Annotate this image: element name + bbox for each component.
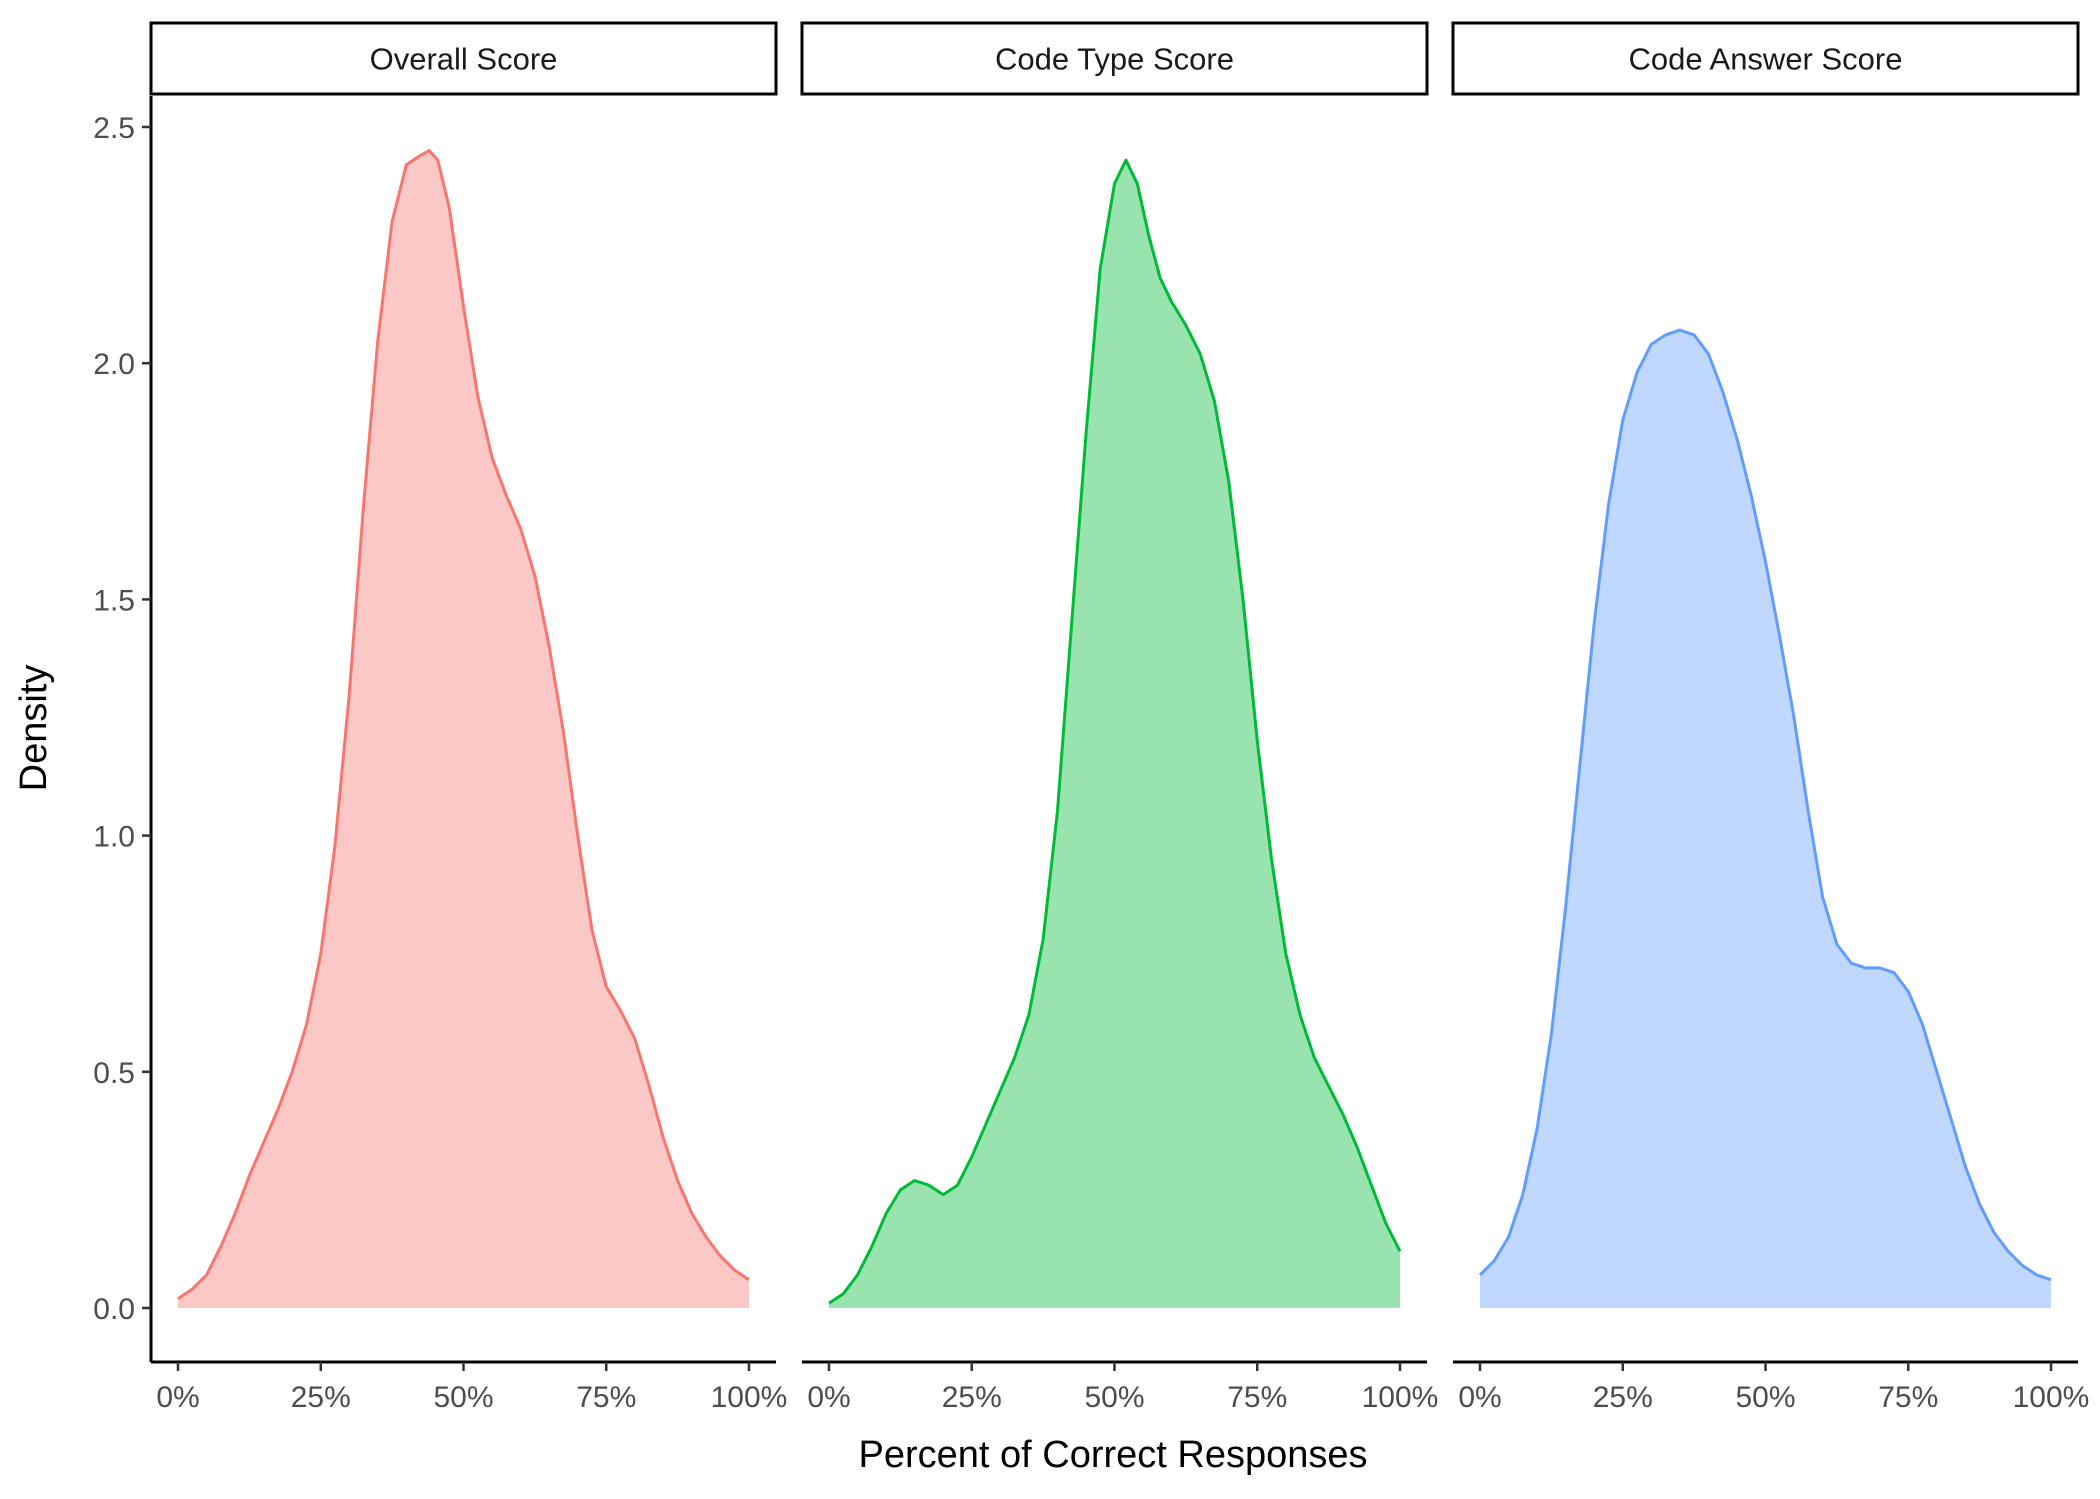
facet-strip — [1451, 21, 2080, 96]
facet-panel: Code Answer Score 0% 25% 50% 75% 100% — [1451, 21, 2090, 1414]
y-tick-label: 0.5 — [93, 1057, 135, 1090]
x-tick-label: 25% — [1593, 1381, 1653, 1414]
x-tick-label: 100% — [1362, 1381, 1439, 1414]
x-tick-label: 50% — [1735, 1381, 1795, 1414]
x-tick-label: 75% — [1878, 1381, 1938, 1414]
x-tick-label: 100% — [711, 1381, 788, 1414]
facet-strip-label: Code Answer Score — [1629, 42, 1903, 77]
x-tick-label: 100% — [2013, 1381, 2090, 1414]
density-line — [828, 158, 1402, 1305]
x-tick-label: 75% — [1227, 1381, 1287, 1414]
y-tick-label: 2.5 — [93, 112, 135, 145]
x-tick-label: 25% — [942, 1381, 1002, 1414]
density-line — [177, 149, 750, 1300]
density-area — [1480, 330, 2051, 1309]
x-axis-title: Percent of Correct Responses — [858, 1434, 1367, 1476]
x-tick-label: 0% — [1458, 1381, 1501, 1414]
y-tick-label: 0.0 — [93, 1293, 135, 1326]
facet-strip — [800, 21, 1429, 96]
facet-panel: Overall Score 0% 25% 50% 75% 100% — [149, 21, 788, 1414]
y-tick-label: 2.0 — [93, 348, 135, 381]
density-line — [1478, 328, 2052, 1282]
x-tick-label: 50% — [433, 1381, 493, 1414]
facet-panel: Code Type Score 0% 25% 50% 75% 100% — [800, 21, 1439, 1414]
y-axis: 0.0 0.5 1.0 1.5 2.0 2.5 — [93, 96, 153, 1362]
x-tick-label: 75% — [576, 1381, 636, 1414]
facet-strip-label: Code Type Score — [995, 42, 1234, 77]
x-tick-label: 50% — [1084, 1381, 1144, 1414]
y-tick-label: 1.0 — [93, 821, 135, 854]
y-tick-label: 1.5 — [93, 584, 135, 617]
x-tick-label: 0% — [807, 1381, 850, 1414]
density-area — [829, 160, 1400, 1309]
facet-strip-label: Overall Score — [370, 42, 558, 77]
x-tick-label: 0% — [156, 1381, 199, 1414]
density-area — [178, 150, 749, 1309]
y-axis-title: Density — [13, 665, 55, 792]
x-tick-label: 25% — [291, 1381, 351, 1414]
facet-strip — [149, 21, 778, 96]
